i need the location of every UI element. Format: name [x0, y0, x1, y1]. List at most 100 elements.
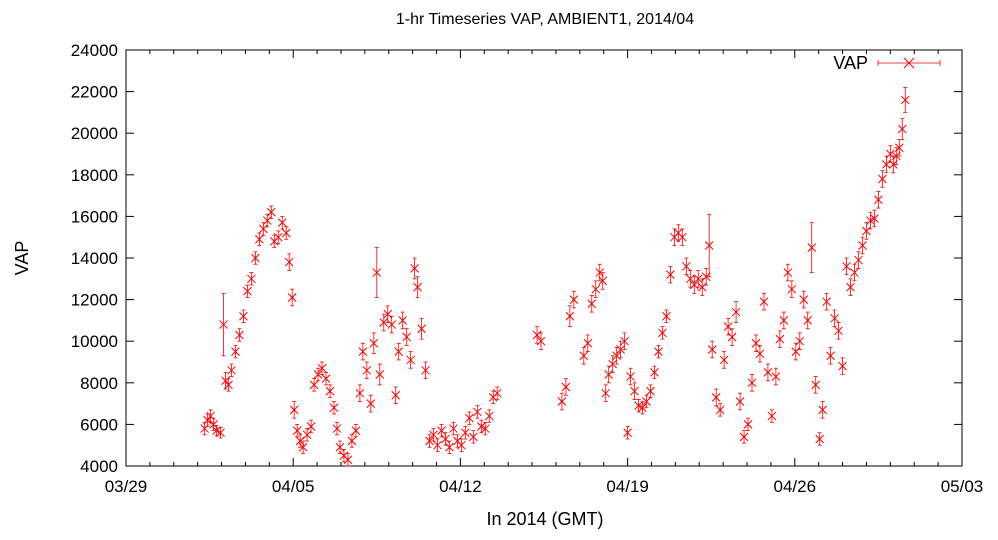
data-point: [870, 209, 879, 228]
data-point: [429, 428, 438, 442]
data-point: [480, 421, 490, 436]
data-point: [815, 432, 825, 446]
data-point: [642, 394, 651, 409]
data-point: [616, 340, 625, 359]
x-axis-label: In 2014 (GMT): [486, 509, 603, 529]
data-point: [834, 322, 843, 340]
legend-label: VAP: [833, 53, 868, 73]
data-point: [646, 384, 655, 398]
plot-frame: [125, 49, 963, 467]
data-point: [743, 417, 753, 432]
data-point: [206, 409, 215, 423]
data-point: [394, 342, 404, 361]
data-point: [425, 434, 434, 448]
data-point: [791, 342, 801, 361]
x-tick-label: 04/12: [439, 477, 482, 496]
data-point: [277, 215, 287, 230]
data-point: [779, 311, 789, 330]
data-point: [711, 388, 721, 407]
data-point: [719, 351, 729, 369]
x-tick-label: 03/29: [105, 477, 148, 496]
data-point: [281, 226, 291, 240]
y-axis-label: VAP: [12, 241, 32, 276]
data-point: [383, 305, 393, 323]
data-point: [623, 426, 632, 440]
data-point: [355, 384, 365, 402]
data-point: [897, 118, 907, 140]
data-point: [227, 363, 236, 377]
data-point: [771, 367, 781, 386]
data-point: [476, 419, 486, 434]
data-point: [579, 347, 589, 365]
data-point: [433, 438, 442, 452]
data-point: [638, 401, 647, 415]
data-point: [231, 344, 240, 359]
y-tick-label: 24000: [71, 41, 118, 60]
data-point: [662, 309, 671, 323]
data-point: [715, 403, 725, 417]
data-point: [882, 155, 891, 174]
data-point: [284, 253, 294, 271]
data-point: [604, 365, 614, 384]
data-point: [601, 384, 611, 402]
data-point: [536, 332, 546, 350]
data-point: [677, 228, 687, 246]
data-point: [565, 305, 575, 328]
data-point: [799, 290, 809, 309]
data-point: [626, 367, 635, 386]
data-point: [372, 247, 382, 298]
data-point: [693, 270, 703, 288]
data-point: [235, 328, 244, 342]
x-tick-label: 04/19: [606, 477, 649, 496]
data-point: [212, 425, 221, 437]
data-point: [465, 411, 474, 425]
data-point: [402, 328, 412, 346]
data-point: [273, 230, 283, 244]
data-point: [306, 419, 316, 434]
data-point: [783, 263, 793, 282]
data-point: [727, 328, 737, 346]
data-point: [332, 421, 342, 436]
data-point: [747, 374, 757, 392]
data-point: [583, 334, 593, 353]
data-point: [441, 432, 450, 446]
data-point: [874, 191, 883, 209]
data-point: [723, 317, 733, 336]
data-point: [803, 311, 813, 330]
x-tick-label: 04/05: [272, 477, 315, 496]
data-point: [767, 409, 777, 423]
data-point: [775, 330, 785, 348]
data-point: [650, 365, 659, 380]
data-point: [704, 213, 714, 278]
data-point: [569, 290, 579, 309]
data-point: [854, 251, 863, 269]
data-point: [707, 340, 717, 359]
data-point: [492, 386, 502, 400]
y-tick-label: 14000: [71, 249, 118, 268]
data-point: [379, 313, 389, 332]
data-point: [387, 315, 397, 334]
data-point: [751, 334, 761, 353]
data-point: [807, 222, 817, 273]
x-axis: 03/29 04/05 04/12 04/19 04/26 05/03: [105, 50, 983, 496]
data-point: [406, 351, 415, 369]
y-tick-label: 22000: [71, 83, 118, 102]
data-point: [453, 434, 462, 448]
data-point: [654, 344, 663, 359]
y-tick-label: 10000: [71, 332, 118, 351]
data-point: [488, 390, 498, 405]
data-point: [366, 394, 376, 413]
data-point: [437, 423, 446, 438]
data-point: [866, 211, 875, 230]
data-point: [329, 401, 339, 415]
data-point: [795, 332, 805, 350]
legend-sample: [877, 57, 941, 69]
data-point: [739, 430, 749, 444]
data-point: [317, 361, 327, 375]
data-point: [811, 376, 821, 394]
data-point: [351, 423, 361, 438]
data-point: [289, 401, 299, 419]
data-point: [258, 222, 268, 236]
data-point: [269, 234, 279, 249]
data-point: [266, 205, 276, 219]
